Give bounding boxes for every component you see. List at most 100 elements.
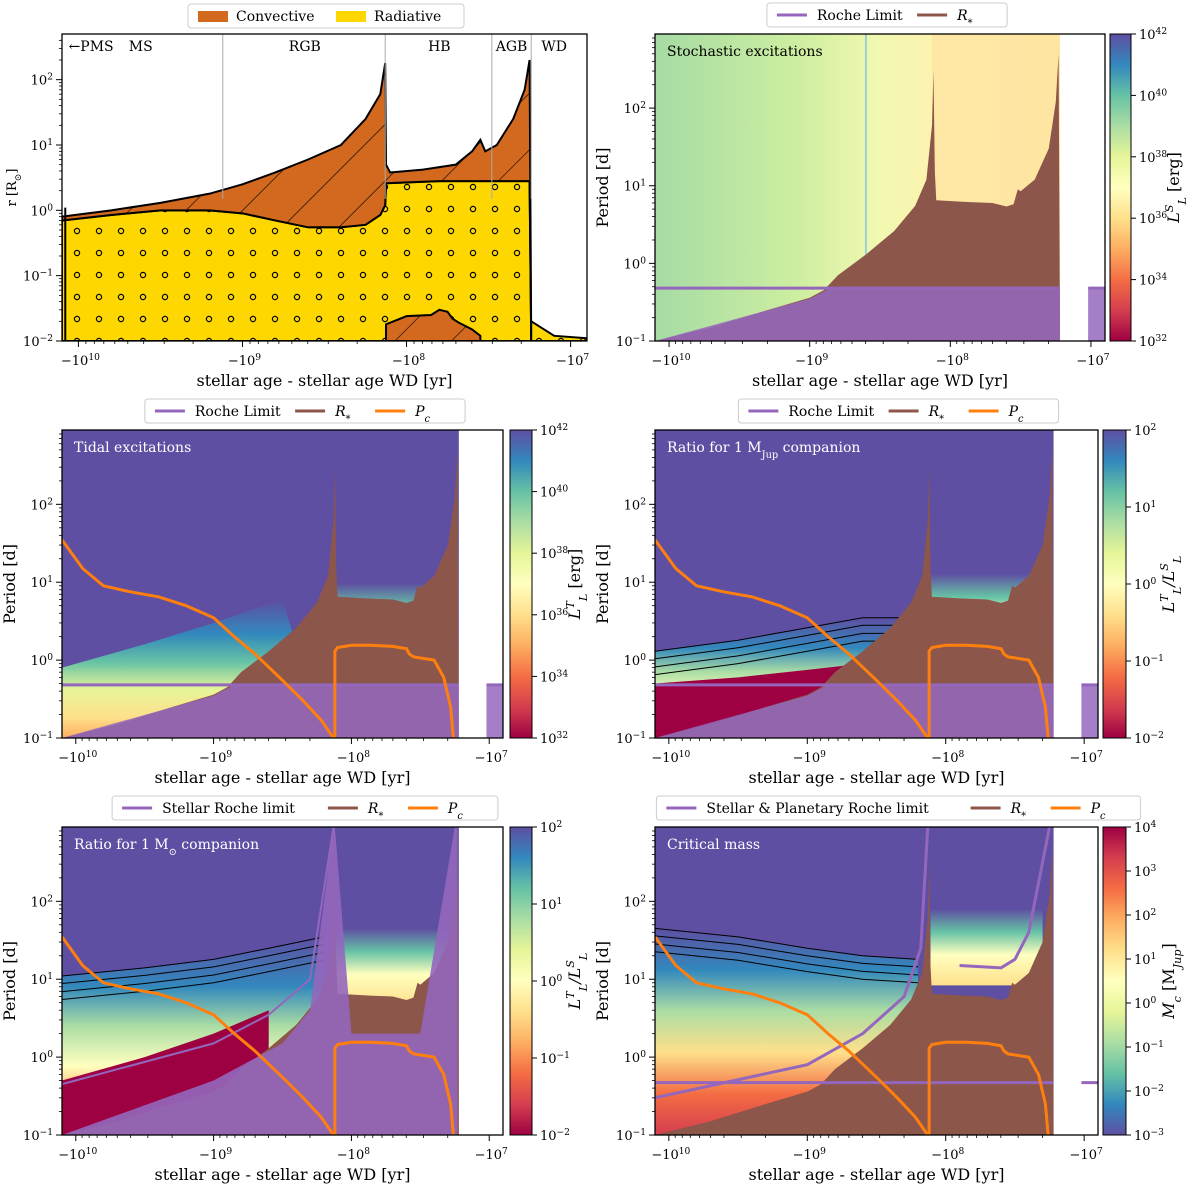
x-axis-label: stellar age - stellar age WD [yr] — [197, 371, 453, 390]
y-tick-label: 102 — [31, 497, 53, 513]
pc-line — [62, 538, 455, 738]
panel-stochastic: Stochastic excitations −1010 −109 −108 −107 1… — [593, 2, 1189, 390]
colorbar-label: LTL/LSL — [1158, 556, 1184, 614]
x-tick-label: −107 — [1076, 353, 1109, 369]
legend-label: R* — [334, 404, 351, 425]
colorbar — [1109, 33, 1132, 342]
y-tick-label: 100 — [31, 203, 54, 219]
x-tick-label: −109 — [793, 1147, 826, 1163]
legend-label: Convective — [236, 9, 315, 25]
panel-annotation: Critical mass — [667, 837, 760, 853]
colorbar-label: LSL [erg] — [1163, 152, 1189, 224]
y-axis-label: Period [d] — [593, 544, 612, 624]
rstar-region — [62, 449, 459, 738]
y-tick-label: 100 — [624, 1050, 647, 1066]
wd-gap — [458, 430, 487, 738]
x-tick-label: −108 — [337, 1147, 370, 1163]
colorbar-tick-label: 100 — [1134, 577, 1157, 593]
contour-line — [62, 959, 324, 1000]
rstar-region — [655, 53, 1060, 341]
panel-critical_mass: Critical mass −1010 −109 −108 −107 10−1 100 101… — [593, 795, 1184, 1184]
colorbar-tick-label: 10−1 — [1134, 654, 1164, 670]
legend-label: Pc — [1090, 801, 1106, 822]
contour-line — [62, 936, 324, 977]
legend-box — [766, 2, 1008, 28]
roche-region — [62, 827, 458, 1135]
y-axis-label: r [R⊙] — [5, 169, 24, 207]
y-axis-label: Period [d] — [0, 544, 19, 624]
y-tick-label: 102 — [31, 73, 53, 89]
legend-patch-radiative — [336, 11, 366, 22]
axes-frame — [61, 826, 504, 1136]
legend-label: Pc — [414, 404, 430, 425]
legend-label: Roche Limit — [788, 404, 874, 420]
x-axis-label: stellar age - stellar age WD [yr] — [749, 768, 1005, 787]
colorbar — [1102, 826, 1127, 1136]
phase-label: AGB — [495, 39, 528, 55]
y-tick-label: 101 — [624, 575, 646, 591]
legend-label: R* — [1010, 801, 1027, 822]
panel-annotation: Tidal excitations — [74, 440, 191, 456]
contour-line — [655, 617, 919, 652]
roche-line — [62, 827, 335, 1086]
colorbar-tick-label: 103 — [1134, 864, 1157, 880]
x-axis-label: stellar age - stellar age WD [yr] — [155, 1165, 411, 1184]
colorbar-tick-label: 1036 — [1139, 211, 1167, 227]
y-tick-label: 100 — [624, 653, 647, 669]
x-tick-label: −109 — [228, 353, 261, 369]
y-tick-label: 101 — [624, 179, 646, 195]
x-tick-label: −107 — [556, 353, 589, 369]
colorbar-tick-label: 1040 — [540, 485, 568, 501]
colorbar-tick-label: 1040 — [1139, 88, 1167, 104]
axes-frame — [61, 429, 504, 739]
colorbar-label: LTL [erg] — [564, 549, 590, 620]
y-tick-label: 102 — [624, 497, 646, 513]
colorbar-tick-label: 1042 — [1139, 27, 1167, 43]
phase-label: ←PMS — [69, 39, 114, 55]
x-axis-label: stellar age - stellar age WD [yr] — [749, 1165, 1005, 1184]
wd-gap — [1053, 430, 1082, 738]
y-tick-label: 101 — [31, 972, 53, 988]
y-tick-label: 10−1 — [616, 731, 646, 747]
legend-label: Pc — [1008, 404, 1024, 425]
colorbar-tick-label: 10−3 — [1134, 1128, 1164, 1144]
stellar-roche-line-agb — [959, 827, 1052, 970]
x-tick-label: −109 — [793, 750, 826, 766]
colorbar-tick-label: 102 — [1134, 423, 1156, 439]
legend-box — [111, 795, 499, 821]
y-axis-label: Period [d] — [593, 148, 612, 228]
legend-box — [655, 795, 1142, 821]
contour-line — [655, 951, 919, 984]
legend-label: Stellar Roche limit — [162, 801, 295, 817]
phase-label: MS — [129, 39, 153, 55]
panel-annotation: Stochastic excitations — [667, 44, 823, 60]
x-tick-label: −1010 — [61, 353, 100, 369]
legend-label: R* — [928, 404, 945, 425]
rstar-region — [655, 846, 1054, 1135]
y-tick-label: 10−1 — [23, 1128, 53, 1144]
colorbar-tick-label: 10−2 — [1134, 731, 1164, 747]
colorbar-tick-label: 104 — [1134, 820, 1157, 836]
x-tick-label: −1010 — [651, 750, 690, 766]
contour-line — [655, 632, 919, 668]
legend-patch-convective — [198, 11, 228, 22]
x-tick-label: −109 — [199, 750, 232, 766]
x-axis-label: stellar age - stellar age WD [yr] — [155, 768, 411, 787]
roche-region — [655, 288, 1105, 341]
colorbar-tick-label: 1038 — [540, 546, 568, 562]
axes-frame — [654, 826, 1099, 1136]
x-tick-label: −1010 — [651, 1147, 690, 1163]
x-tick-label: −108 — [392, 353, 425, 369]
x-tick-label: −1010 — [652, 353, 691, 369]
x-tick-label: −109 — [795, 353, 828, 369]
panel-structure: ←PMS MS RGB HB AGB WD −1010 −109 −108 −107 10−2 10−… — [5, 3, 589, 390]
pc-line — [655, 935, 1050, 1135]
panel-ratio_jup: Ratio for 1 MJup companion −1010 −109 −108 −… — [593, 398, 1184, 787]
colorbar-tick-label: 10−1 — [540, 1051, 570, 1067]
panel-annotation: Ratio for 1 MJup companion — [667, 440, 860, 461]
x-tick-label: −107 — [475, 750, 508, 766]
contour-line — [655, 624, 919, 660]
contour-line — [655, 935, 919, 968]
colorbar-tick-label: 10−2 — [1134, 1084, 1164, 1100]
